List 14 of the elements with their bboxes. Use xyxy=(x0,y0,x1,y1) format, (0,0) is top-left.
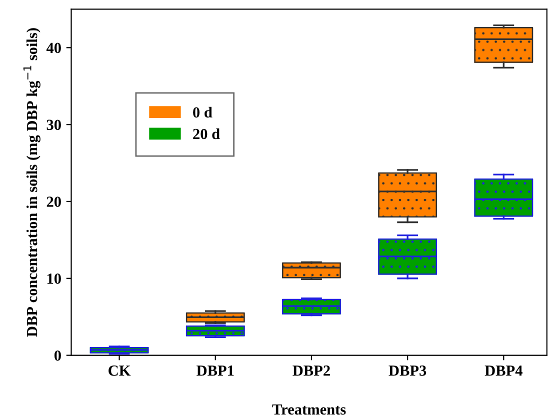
x-tick-label: DBP4 xyxy=(484,366,522,376)
y-tick-label: 0 xyxy=(54,350,61,361)
x-tick-label: CK xyxy=(108,366,131,376)
y-tick-label: 10 xyxy=(47,274,61,284)
y-tick-label: 40 xyxy=(46,42,61,54)
y-axis-title: DBP concentration in soils (mg DBP kg$^{−1}$ soils) xyxy=(23,28,40,337)
legend-label: 20 d xyxy=(193,128,220,140)
x-axis-title: Treatments xyxy=(272,404,346,415)
y-tick-label: 30 xyxy=(46,120,61,130)
legend-label: 0 d xyxy=(193,106,212,118)
x-tick-label: DBP1 xyxy=(196,366,234,376)
y-tick-label: 20 xyxy=(46,196,61,207)
x-tick-label: DBP3 xyxy=(388,366,426,376)
x-tick-label: DBP2 xyxy=(292,366,330,376)
